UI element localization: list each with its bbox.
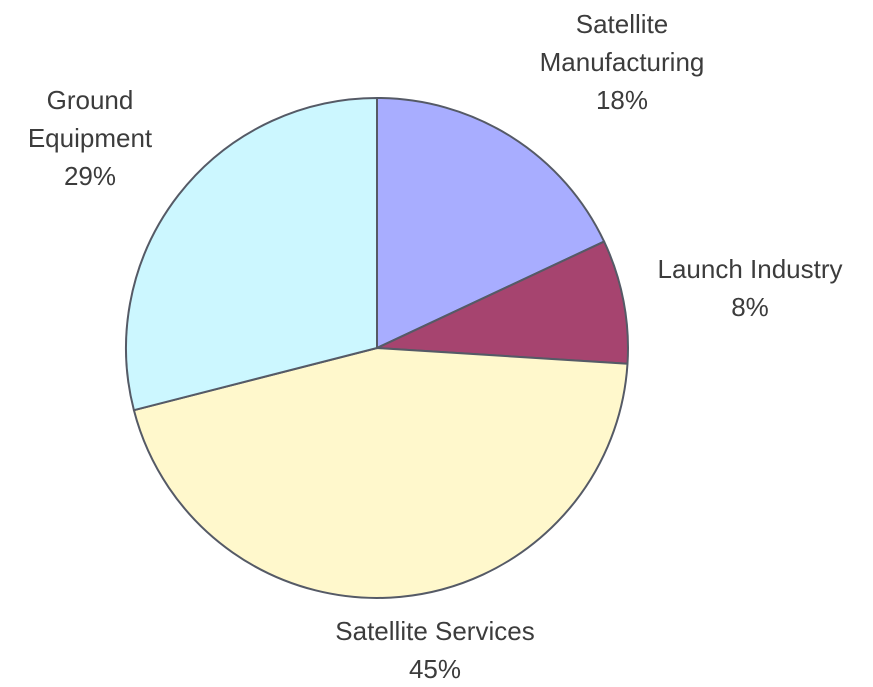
- slice-value-label: 45%: [409, 654, 461, 684]
- slice-name-line: Equipment: [28, 123, 153, 153]
- slice-name-line: Satellite: [576, 9, 669, 39]
- pie-slice-satellite-manufacturing: [376, 97, 606, 349]
- slice-value-label: 18%: [596, 85, 648, 115]
- pie-slice-satellite-services: [132, 347, 629, 599]
- slice-name-line: Ground: [47, 85, 134, 115]
- slice-value-label: 8%: [731, 292, 769, 322]
- pie-slices: [125, 97, 629, 599]
- slice-name-line: Launch Industry: [657, 254, 842, 284]
- pie-slice-launch-industry: [376, 240, 629, 365]
- slice-name-line: Satellite Services: [335, 616, 534, 646]
- slice-name-line: Manufacturing: [540, 47, 705, 77]
- slice-labels: Satellite Manufacturing 18% Launch Industry…: [28, 9, 843, 684]
- slice-label-satellite-manufacturing: Satellite Manufacturing 18%: [540, 9, 705, 115]
- slice-label-satellite-services: Satellite Services 45%: [335, 616, 534, 684]
- slice-value-label: 29%: [64, 161, 116, 191]
- slice-label-launch-industry: Launch Industry 8%: [657, 254, 842, 322]
- slice-label-ground-equipment: Ground Equipment 29%: [28, 85, 153, 191]
- pie-slice-ground-equipment: [125, 97, 378, 412]
